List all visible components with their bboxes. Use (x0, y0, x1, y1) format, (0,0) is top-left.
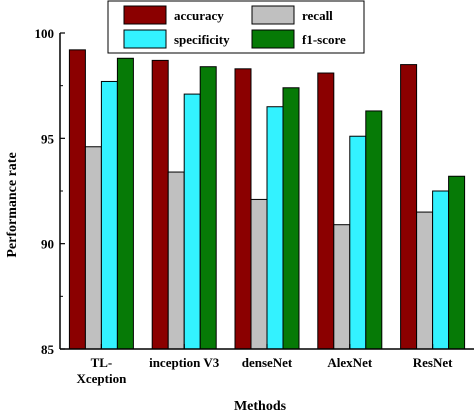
bars-layer (68, 49, 466, 350)
x-axis-title: Methods (234, 399, 287, 413)
x-tick-label: denseNet (242, 355, 293, 370)
x-tick-label: inception V3 (149, 355, 220, 370)
bar-specificity-0 (100, 80, 118, 350)
bar-f1-score-2 (282, 87, 300, 350)
ticks-layer: 85 90 95 100 TL-Xception inception V3 denseNet… (35, 26, 454, 386)
bar-accuracy-0 (68, 49, 86, 350)
legend-swatch-f1-score (251, 29, 295, 49)
y-tick-label: 90 (41, 237, 54, 252)
x-tick-label: Xception (76, 371, 127, 386)
y-tick-label: 85 (41, 342, 55, 357)
legend-swatch-accuracy (123, 5, 167, 25)
legend-label-specificity: specificity (174, 32, 230, 47)
bar-specificity-4 (432, 190, 450, 350)
legend-swatch-specificity (123, 29, 167, 49)
bar-specificity-2 (266, 106, 284, 350)
bar-accuracy-2 (234, 68, 252, 350)
x-tick-label: TL- (91, 355, 113, 370)
legend: accuracy recall specificity f1-score (107, 0, 365, 54)
y-tick-label: 100 (35, 26, 55, 41)
x-tick-label: AlexNet (327, 355, 372, 370)
x-tick-label: ResNet (413, 355, 453, 370)
bar-specificity-1 (183, 93, 201, 350)
legend-label-recall: recall (302, 8, 333, 23)
bar-recall-0 (84, 146, 102, 350)
bar-f1-score-1 (199, 66, 217, 350)
legend-label-accuracy: accuracy (174, 8, 224, 23)
y-tick-label: 95 (41, 131, 55, 146)
bar-recall-1 (167, 171, 185, 350)
y-axis-title: Performance rate (5, 152, 20, 257)
bar-recall-2 (250, 198, 268, 350)
bar-f1-score-4 (448, 175, 466, 350)
bar-f1-score-3 (365, 110, 383, 350)
bar-recall-3 (333, 224, 351, 350)
legend-label-f1-score: f1-score (302, 32, 346, 47)
legend-swatch-recall (251, 5, 295, 25)
bar-accuracy-3 (317, 72, 335, 350)
bar-recall-4 (416, 211, 434, 350)
bar-accuracy-4 (400, 64, 418, 350)
bar-specificity-3 (349, 135, 367, 350)
bar-accuracy-1 (151, 59, 169, 350)
bar-f1-score-0 (116, 57, 134, 350)
